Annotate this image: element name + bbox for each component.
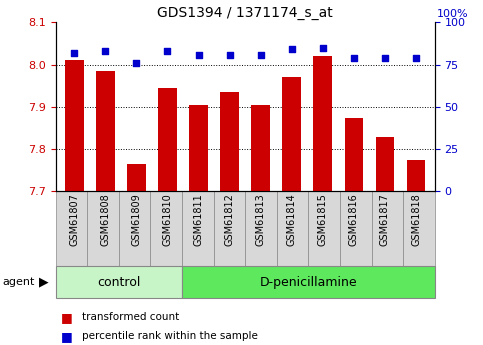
Bar [407,160,426,191]
Bar [251,105,270,191]
Text: ■: ■ [60,311,72,324]
Point [350,55,358,61]
Bar [376,137,394,191]
Point [101,48,109,54]
Text: percentile rank within the sample: percentile rank within the sample [82,332,258,341]
Point [195,52,202,57]
Text: ■: ■ [60,330,72,343]
Point [226,52,233,57]
Point [257,52,265,57]
Title: GDS1394 / 1371174_s_at: GDS1394 / 1371174_s_at [157,6,333,20]
Point [288,47,296,52]
Bar [65,60,84,191]
Bar [127,164,146,191]
Bar [283,77,301,191]
Point [412,55,420,61]
Text: D-penicillamine: D-penicillamine [259,276,357,288]
Point [164,48,171,54]
Bar [344,118,363,191]
Point [71,50,78,56]
Bar [96,71,114,191]
Text: ▶: ▶ [39,276,48,288]
Point [381,55,389,61]
Bar [189,105,208,191]
Text: transformed count: transformed count [82,313,179,322]
Text: agent: agent [2,277,35,287]
Point [319,45,327,50]
Text: control: control [97,276,141,288]
Text: 100%: 100% [437,9,469,19]
Bar [313,56,332,191]
Point [132,60,140,66]
Bar [220,92,239,191]
Bar [158,88,177,191]
